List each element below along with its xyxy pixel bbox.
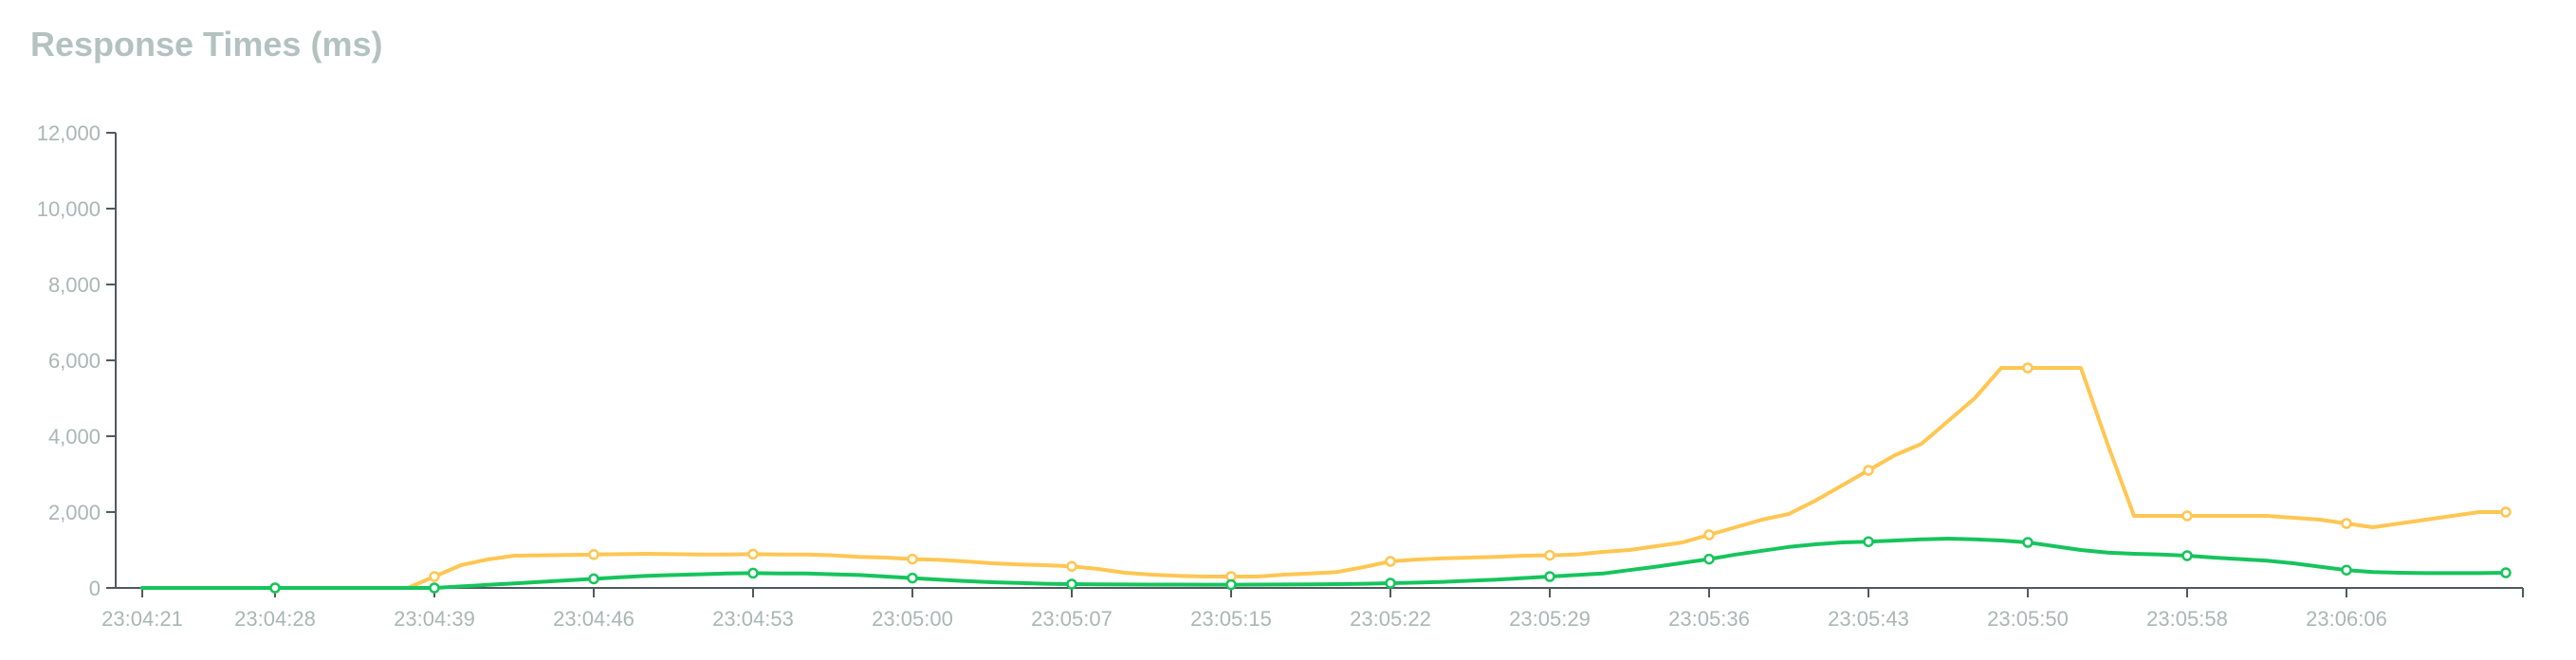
x-tick-label: 23:05:00 [872, 607, 953, 631]
series-point[interactable] [429, 582, 440, 594]
series-point[interactable] [2022, 362, 2033, 374]
series-point[interactable] [747, 548, 759, 560]
series-point[interactable] [2022, 537, 2033, 548]
series-point[interactable] [2181, 550, 2193, 561]
series-point[interactable] [1863, 465, 1874, 476]
y-tick-label: 6,000 [48, 349, 101, 373]
y-tick-label: 0 [89, 577, 101, 600]
x-tick-label: 23:04:39 [394, 607, 475, 631]
series-point[interactable] [2500, 506, 2512, 518]
y-tick-label: 2,000 [48, 501, 101, 524]
x-tick-label: 23:05:58 [2146, 607, 2228, 631]
series-point[interactable] [1544, 549, 1555, 561]
x-tick-label: 23:06:06 [2306, 607, 2387, 631]
series-point[interactable] [1385, 556, 1396, 567]
series-point[interactable] [588, 573, 599, 585]
x-tick-label: 23:05:43 [1828, 607, 1909, 631]
x-tick-label: 23:04:46 [553, 607, 635, 631]
y-tick-label: 4,000 [48, 425, 101, 449]
series-point[interactable] [2181, 510, 2193, 522]
x-tick-label: 23:05:36 [1668, 607, 1750, 631]
series-point[interactable] [907, 553, 918, 565]
series-point[interactable] [1225, 578, 1237, 591]
x-tick-label: 23:05:07 [1031, 607, 1113, 631]
x-tick-label: 23:05:22 [1350, 607, 1431, 631]
series-point[interactable] [1863, 536, 1874, 547]
series-point[interactable] [1385, 578, 1396, 589]
series-point[interactable] [2500, 567, 2512, 578]
series-point[interactable] [907, 572, 918, 584]
y-tick-label: 10,000 [37, 197, 101, 221]
x-tick-label: 23:04:21 [101, 607, 183, 631]
x-tick-label: 23:05:29 [1509, 607, 1591, 631]
series-point[interactable] [588, 549, 599, 560]
x-axis: 23:04:21 23:04:28 23:04:39 23:04:46 23:04:53… [101, 587, 2524, 631]
y-tick-label: 8,000 [48, 273, 101, 297]
y-axis: 0 2,000 4,000 6,000 8,000 10,000 12,000 [37, 121, 117, 600]
series-point[interactable] [1703, 529, 1715, 541]
series-point[interactable] [1066, 578, 1077, 590]
series-point[interactable] [429, 571, 440, 582]
x-tick-label: 23:04:28 [234, 607, 316, 631]
chart-title: Response Times (ms) [30, 25, 383, 64]
y-tick-label: 12,000 [37, 121, 101, 145]
x-tick-label: 23:04:53 [712, 607, 794, 631]
series-point[interactable] [1703, 553, 1715, 565]
series-point[interactable] [1544, 571, 1555, 582]
series-point[interactable] [2341, 518, 2352, 529]
series-point[interactable] [1066, 560, 1077, 572]
series-point[interactable] [269, 582, 281, 594]
series-point[interactable] [747, 567, 759, 579]
series-line-1 [140, 537, 2508, 590]
x-tick-label: 23:05:15 [1190, 607, 1272, 631]
series-point[interactable] [2341, 564, 2352, 576]
series-lines [140, 362, 2512, 594]
x-tick-label: 23:05:50 [1987, 607, 2069, 631]
series-line-0 [140, 366, 2508, 590]
